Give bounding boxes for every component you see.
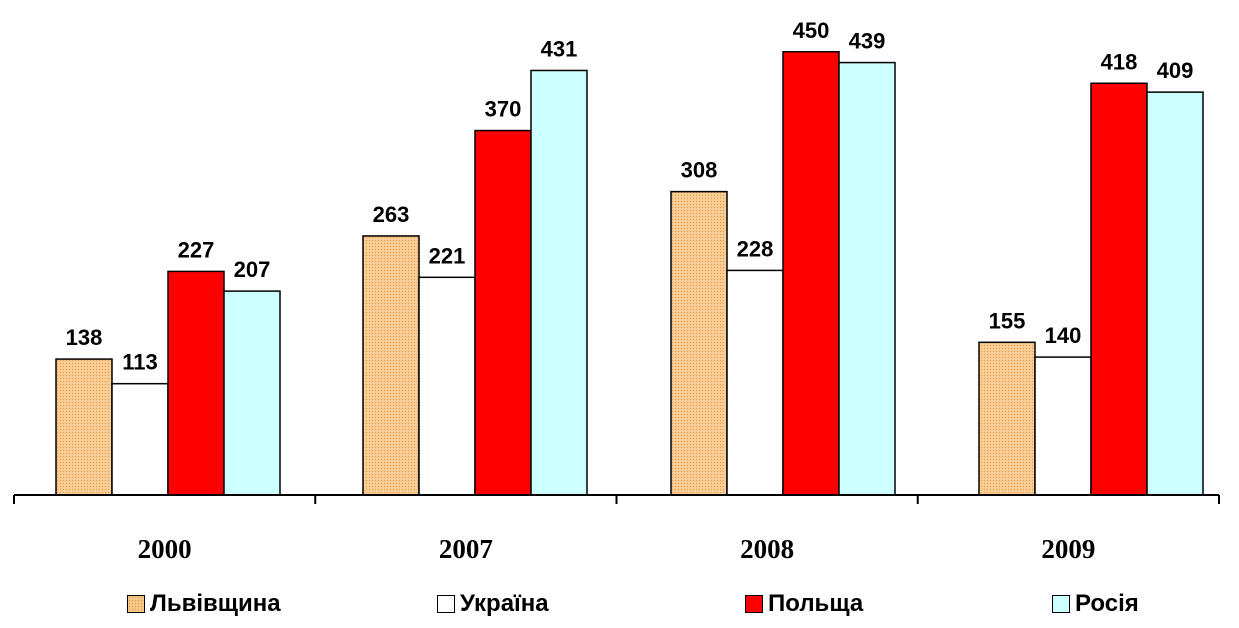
legend-swatch-0 [127, 595, 145, 613]
bar-1-1 [418, 276, 476, 496]
legend: Львівщина Україна Польща Росія [0, 590, 1239, 626]
data-label-1-2: 370 [485, 97, 522, 122]
bar-2-1 [726, 269, 784, 496]
legend-item-3: Росія [1052, 590, 1139, 618]
bar-chart: 138 263 308 155 113 221 228 140 227 370 450 418 207 4… [13, 18, 1220, 564]
x-tick-label-3: 2009 [1041, 534, 1095, 564]
data-label-0-1: 113 [122, 350, 158, 375]
legend-item-1: Україна [437, 590, 549, 618]
data-label-3-0: 155 [989, 308, 1026, 333]
data-label-1-0: 263 [373, 202, 410, 227]
data-label-3-3: 409 [1157, 58, 1194, 83]
bar-3-1 [1034, 356, 1092, 496]
bar-1-3 [530, 69, 588, 496]
data-label-1-3: 431 [541, 36, 578, 61]
bar-1-0 [362, 235, 420, 496]
legend-swatch-1 [437, 595, 455, 613]
x-tick-label-0: 2000 [138, 534, 192, 564]
data-label-2-0: 308 [681, 158, 718, 183]
legend-label-1: Україна [460, 590, 549, 617]
bar-0-0 [55, 358, 113, 496]
bar-2-3 [838, 61, 896, 496]
x-tick-label-2: 2008 [740, 534, 794, 564]
legend-label-2: Польща [768, 590, 864, 617]
data-label-2-1: 228 [737, 236, 774, 261]
data-label-0-0: 138 [66, 325, 103, 350]
data-label-2-2: 450 [793, 18, 830, 43]
data-label-1-1: 221 [429, 243, 466, 268]
legend-swatch-3 [1052, 595, 1070, 613]
data-label-0-2: 227 [178, 237, 215, 262]
legend-item-2: Польща [745, 590, 863, 618]
legend-item-0: Львівщина [127, 590, 281, 618]
data-label-3-2: 418 [1101, 49, 1138, 74]
data-label-0-3: 207 [234, 257, 271, 282]
bar-3-3 [1146, 91, 1204, 496]
bar-0-3 [223, 290, 281, 496]
bar-1-2 [474, 129, 532, 496]
bar-0-2 [167, 270, 225, 496]
bar-2-2 [782, 51, 840, 496]
bar-3-0 [978, 341, 1036, 496]
bar-3-2 [1090, 82, 1148, 496]
data-label-3-1: 140 [1045, 323, 1082, 348]
x-tick-label-1: 2007 [439, 534, 493, 564]
bar-0-1 [111, 382, 169, 496]
legend-label-0: Львівщина [150, 590, 281, 617]
bar-2-0 [670, 190, 728, 496]
legend-label-3: Росія [1075, 590, 1139, 617]
legend-swatch-2 [745, 595, 763, 613]
data-label-2-3: 439 [849, 29, 886, 54]
